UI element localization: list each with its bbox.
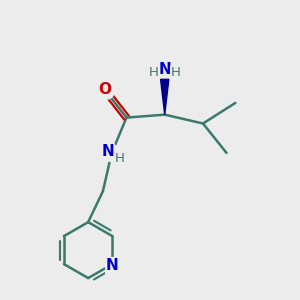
Polygon shape — [160, 79, 169, 115]
Text: N: N — [158, 62, 171, 77]
Text: N: N — [102, 144, 115, 159]
Text: O: O — [98, 82, 111, 97]
Text: H: H — [115, 152, 125, 165]
Text: H: H — [171, 66, 181, 80]
Text: N: N — [106, 258, 119, 273]
Text: H: H — [148, 66, 158, 80]
